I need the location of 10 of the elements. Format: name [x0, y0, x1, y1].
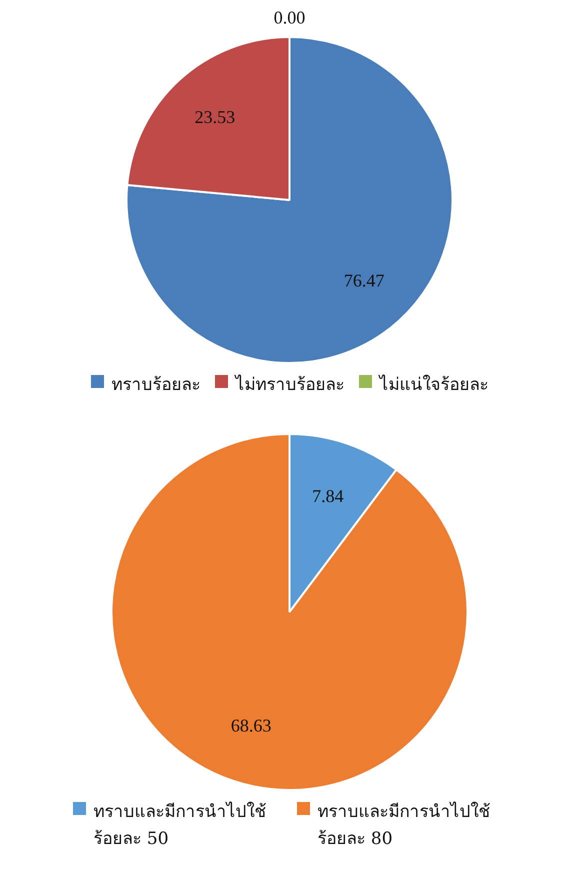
data-label: 68.63	[230, 716, 272, 736]
data-label: 7.84	[312, 486, 344, 506]
data-label: 76.47	[344, 270, 384, 291]
legend-label: ไม่แน่ใจร้อยละ	[380, 374, 488, 397]
legend-label: ทราบและมีการนำไปใช้ร้อยละ 80	[318, 800, 492, 851]
legend-label: ไม่ทราบร้อยละ	[236, 374, 344, 397]
legend-label: ทราบร้อยละ	[112, 374, 200, 397]
legend-label: ทราบและมีการนำไปใช้ร้อยละ 50	[94, 800, 268, 851]
data-label: 23.53	[194, 106, 236, 127]
text: 0.00	[274, 8, 306, 28]
